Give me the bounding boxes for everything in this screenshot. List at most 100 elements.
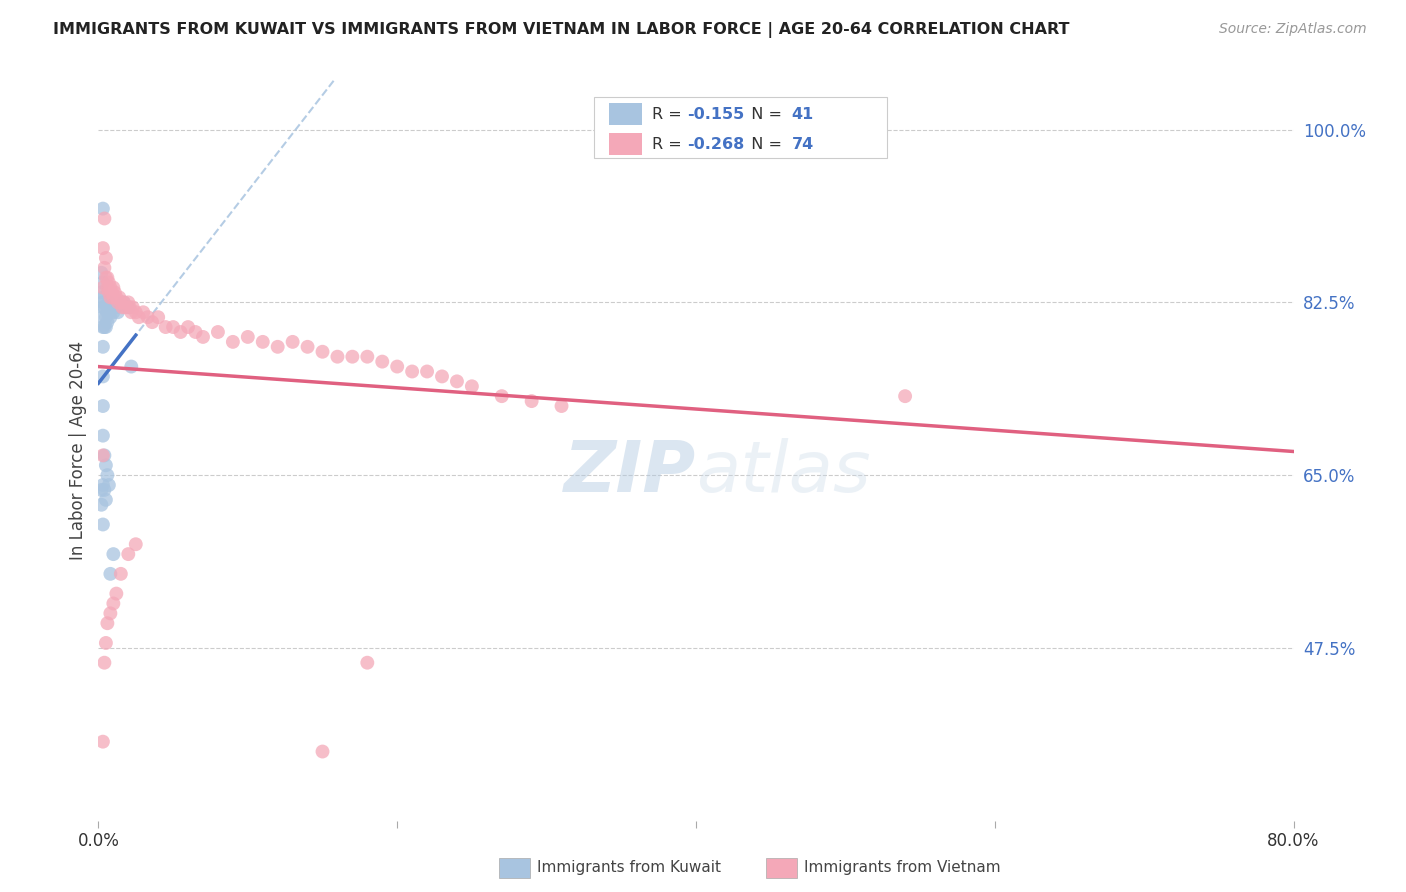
Point [94,492,117,507]
Point [297,340,319,354]
Point [93,449,115,463]
Point [94,458,117,473]
Point [125,537,148,551]
Point [96,301,118,315]
Point [93,656,115,670]
Point [121,301,143,315]
Point [104,285,127,300]
Point [98,310,122,325]
Point [105,301,128,315]
Point [356,350,378,364]
Point [91,301,114,315]
Point [446,375,468,389]
Point [94,270,117,285]
Point [91,295,114,310]
Point [98,566,122,581]
Point [128,310,150,325]
Point [90,483,112,497]
Point [96,305,118,319]
Point [177,320,200,334]
Point [120,305,142,319]
Point [222,334,245,349]
Point [118,301,141,315]
Point [94,251,117,265]
Point [184,325,207,339]
Point [101,285,124,300]
Point [111,301,134,315]
Point [461,379,484,393]
Point [125,305,148,319]
Text: N =: N = [741,136,787,152]
Text: R =: R = [652,106,686,121]
Point [91,734,114,748]
Point [105,290,128,304]
Y-axis label: In Labor Force | Age 20-64: In Labor Force | Age 20-64 [69,341,87,560]
Point [91,399,114,413]
FancyBboxPatch shape [595,97,887,158]
Point [114,301,136,315]
Point [93,260,115,275]
Point [103,280,125,294]
Point [91,310,114,325]
Point [107,305,129,319]
Point [91,428,114,442]
Point [371,354,394,368]
Point [894,389,917,403]
Point [96,270,118,285]
Point [96,468,118,483]
Text: Immigrants from Kuwait: Immigrants from Kuwait [537,860,721,874]
Point [110,566,132,581]
Point [267,340,290,354]
Point [97,276,120,290]
Point [97,295,120,310]
FancyBboxPatch shape [609,103,643,125]
Point [430,369,453,384]
Point [98,607,122,621]
Point [96,616,118,631]
Point [93,301,115,315]
Point [120,359,142,374]
Point [98,290,122,304]
Point [93,211,115,226]
Point [401,364,423,378]
Text: -0.155: -0.155 [688,106,745,121]
Point [326,350,349,364]
Point [96,315,118,329]
Point [90,498,112,512]
Text: 41: 41 [792,106,814,121]
Point [91,369,114,384]
Point [107,295,129,310]
Point [281,334,304,349]
Point [91,241,114,255]
Point [236,330,259,344]
Point [103,305,125,319]
FancyBboxPatch shape [609,133,643,155]
Text: ZIP: ZIP [564,438,696,508]
Point [141,315,163,329]
Point [91,478,114,492]
Text: R =: R = [652,136,686,152]
Point [91,280,114,294]
Point [155,320,177,334]
Point [90,266,112,280]
Text: atlas: atlas [696,438,870,508]
Text: Source: ZipAtlas.com: Source: ZipAtlas.com [1219,22,1367,37]
Text: -0.268: -0.268 [688,136,745,152]
Point [550,399,572,413]
Point [98,280,122,294]
Point [91,202,114,216]
Point [91,517,114,532]
Point [148,310,170,325]
Text: 74: 74 [792,136,814,152]
Text: N =: N = [741,106,787,121]
Point [385,359,409,374]
Point [169,325,191,339]
Point [356,656,378,670]
Point [108,290,131,304]
Point [117,547,139,561]
Point [162,320,184,334]
Point [117,301,139,315]
Point [103,597,125,611]
Text: Immigrants from Vietnam: Immigrants from Vietnam [804,860,1001,874]
Point [97,478,120,492]
